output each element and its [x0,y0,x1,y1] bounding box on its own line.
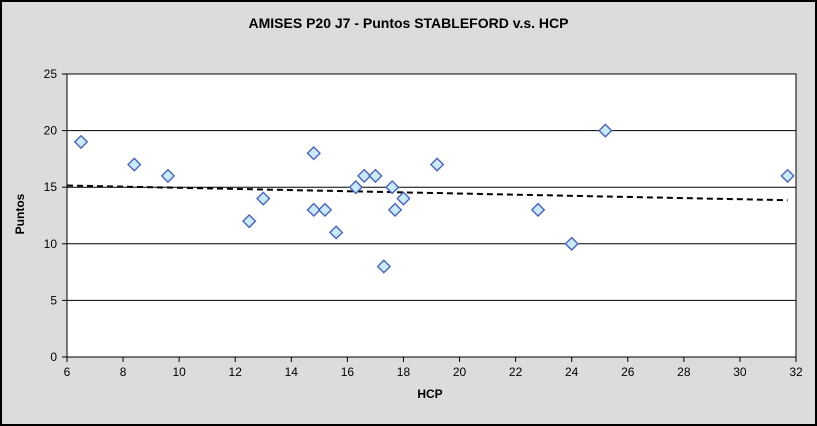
trendline [66,184,788,202]
data-point [242,213,257,229]
y-tick-label: 15 [44,180,58,194]
y-tick-label: 5 [50,293,57,307]
x-tick-label: 30 [733,365,747,379]
data-point [368,168,383,184]
data-point [306,146,321,161]
x-tick-label: 20 [453,365,467,379]
data-point [328,225,344,240]
data-point [376,259,392,274]
data-point [530,202,546,218]
data-point [598,123,613,138]
data-point [396,191,411,206]
data-point [429,157,445,172]
data-point [780,168,795,184]
data-point [306,202,321,218]
x-tick-label: 10 [172,365,186,379]
x-tick-label: 22 [509,365,523,379]
x-tick-label: 8 [120,365,127,379]
y-tick-label: 25 [44,67,58,81]
x-tick-label: 18 [397,365,411,379]
data-point [357,168,372,184]
x-tick-label: 12 [229,365,243,379]
data-point [73,134,89,150]
chart-title: AMISES P20 J7 - Puntos STABLEFORD v.s. H… [248,15,569,31]
x-tick-label: 14 [285,365,299,379]
data-point [127,157,142,172]
x-tick-label: 32 [789,365,803,379]
y-axis-label: Puntos [13,193,27,235]
x-tick-label: 16 [341,365,355,379]
x-tick-label: 28 [677,365,691,379]
data-point [387,202,403,218]
data-point [348,180,363,195]
x-axis-label: HCP [417,387,443,401]
data-point [564,236,579,251]
data-point [317,202,333,218]
x-tick-label: 24 [565,365,579,379]
x-tick-label: 26 [621,365,635,379]
y-tick-label: 0 [50,350,57,364]
data-point [160,168,176,184]
y-tick-label: 20 [44,124,58,138]
plot-area [66,73,797,358]
y-tick-label: 10 [44,237,58,251]
x-tick-label: 6 [64,365,71,379]
data-point [385,180,400,195]
data-point [256,191,271,206]
